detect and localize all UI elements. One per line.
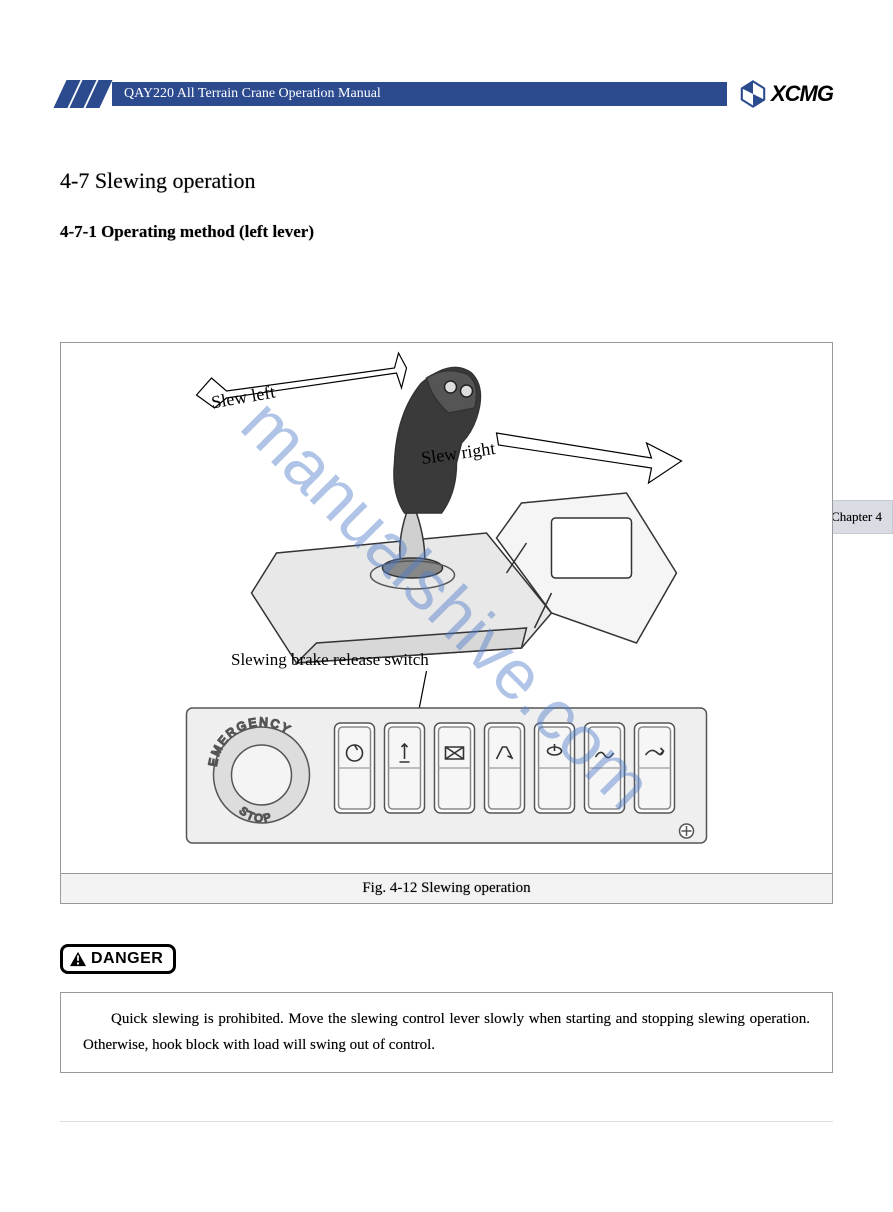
warning-triangle-icon [69, 951, 87, 967]
joystick-diagram-icon: EMERGENCY STOP [61, 343, 832, 873]
figure-container: EMERGENCY STOP [60, 342, 833, 904]
logo-text: XCMG [771, 81, 833, 107]
figure-diagram: EMERGENCY STOP [61, 343, 832, 873]
page-header: QAY220 All Terrain Crane Operation Manua… [60, 80, 833, 108]
subsection-title: 4-7-1 Operating method (left lever) [60, 222, 833, 242]
brand-logo: XCMG [739, 80, 833, 108]
danger-badge: DANGER [60, 944, 176, 974]
brake-switch-label: Slewing brake release switch [231, 650, 429, 670]
section-title: 4-7 Slewing operation [60, 168, 833, 194]
header-stripes-icon [60, 80, 106, 108]
danger-body: Quick slewing is prohibited. Move the sl… [83, 1011, 810, 1053]
danger-label-text: DANGER [91, 950, 163, 968]
logo-mark-icon [739, 80, 767, 108]
header-title: QAY220 All Terrain Crane Operation Manua… [112, 82, 727, 106]
page-content: QAY220 All Terrain Crane Operation Manua… [0, 0, 893, 1113]
figure-caption: Fig. 4-12 Slewing operation [61, 873, 832, 903]
footer-divider [60, 1121, 833, 1122]
danger-text-box: Quick slewing is prohibited. Move the sl… [60, 992, 833, 1073]
